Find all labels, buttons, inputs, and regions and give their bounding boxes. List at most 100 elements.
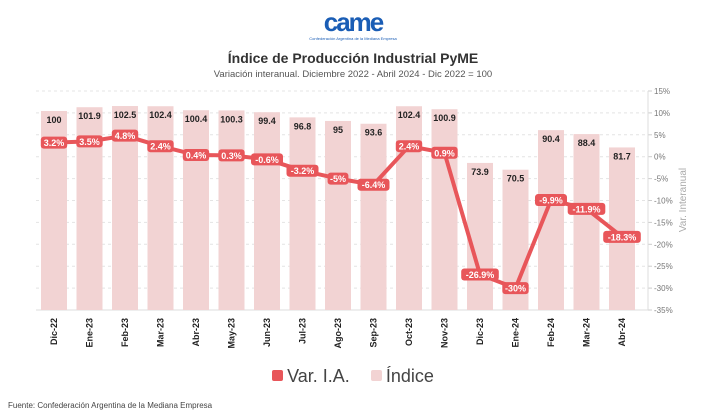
line-label-bg [111, 129, 139, 142]
x-tick-label: Sep-23 [369, 318, 379, 348]
legend-swatch-indice [370, 370, 382, 381]
x-tick-label: Abr-24 [617, 318, 627, 347]
came-logo: came Confederación Argentina de la Media… [300, 8, 406, 41]
x-tick-label: Ene-23 [85, 318, 95, 348]
y-tick-label: 5% [654, 131, 666, 140]
bar [360, 123, 387, 311]
y-tick-label: -20% [654, 240, 673, 249]
legend: Var. I.A. Índice [0, 366, 706, 387]
bar-value-label: 99.4 [258, 116, 276, 126]
bar-value-label: 73.9 [471, 167, 489, 177]
line-value-label: 0.3% [221, 151, 242, 161]
x-tick-label: Oct-23 [404, 318, 414, 346]
bar-value-label: 100.9 [433, 113, 456, 123]
legend-label-indice: Índice [385, 366, 434, 386]
y-tick-label: -25% [654, 262, 673, 271]
bar [218, 110, 245, 310]
y-tick-label: 15% [654, 87, 670, 96]
bar [325, 120, 351, 310]
line-value-label: 0.9% [434, 148, 455, 158]
bar-value-label: 102.5 [114, 110, 137, 120]
x-tick-label: Jul-23 [298, 318, 308, 344]
line-value-label: 0.4% [186, 150, 207, 160]
line-label-bg [251, 153, 283, 166]
bar-value-label: 96.8 [294, 121, 312, 131]
line-value-label: -11.9% [572, 204, 600, 214]
line-label-bg [327, 172, 349, 185]
line-label-bg [218, 149, 245, 162]
line-value-label: 2.4% [150, 142, 171, 152]
x-tick-label: Ago-23 [333, 318, 343, 349]
bar-value-label: 102.4 [149, 110, 172, 120]
x-tick-label: Abr-23 [191, 318, 201, 347]
line-value-label: 3.2% [44, 138, 65, 148]
y-tick-label: -35% [654, 306, 673, 315]
line-value-label: -5% [330, 174, 346, 184]
x-tick-label: Dic-22 [49, 318, 59, 345]
line-label-bg [431, 146, 458, 159]
bar [254, 112, 280, 310]
x-tick-label: Mar-23 [156, 318, 166, 347]
x-tick-label: Nov-23 [440, 318, 450, 348]
x-tick-label: Mar-24 [582, 318, 592, 347]
line-label-bg [182, 148, 210, 161]
bar-value-label: 100.4 [185, 114, 208, 124]
line-label-bg [147, 140, 174, 153]
bar-value-label: 101.9 [78, 111, 101, 121]
bar [183, 110, 209, 310]
y-tick-label: -5% [654, 175, 668, 184]
logo-mark: came [323, 7, 385, 37]
line-value-label: -3.2% [291, 166, 315, 176]
line-label-bg [357, 178, 390, 191]
line-value-label: -26.9% [466, 270, 495, 280]
bar [573, 134, 600, 310]
bar-value-label: 100.3 [220, 114, 243, 124]
bar-value-label: 100 [46, 115, 61, 125]
x-tick-label: Jun-23 [262, 318, 272, 347]
y-tick-label: 0% [654, 153, 666, 162]
line-label-bg [461, 268, 499, 281]
line-label-bg [286, 164, 319, 177]
y-tick-label: -10% [654, 197, 673, 206]
line-label-bg [502, 282, 529, 295]
x-tick-label: Dic-23 [475, 318, 485, 345]
line-value-label: -0.6% [255, 155, 279, 165]
bar [289, 117, 316, 310]
legend-item-indice[interactable]: Índice [370, 366, 434, 386]
y-tick-label: 10% [654, 109, 670, 118]
line-label-bg [76, 135, 103, 148]
bar-value-label: 70.5 [507, 174, 525, 184]
legend-item-var[interactable]: Var. I.A. [272, 366, 350, 386]
line-label-bg [535, 194, 567, 207]
x-tick-label: Ene-24 [511, 318, 521, 348]
line-label-bg [567, 202, 606, 215]
bar-value-label: 93.6 [365, 128, 383, 138]
x-tick-label: Feb-24 [546, 318, 556, 347]
line-value-label: -9.9% [539, 196, 563, 206]
line-label-bg [40, 136, 68, 149]
bar [467, 162, 493, 310]
line-label-bg [395, 140, 423, 153]
bar-value-label: 102.4 [398, 110, 421, 120]
bar-value-label: 95 [333, 125, 343, 135]
x-tick-label: Feb-23 [120, 318, 130, 347]
legend-swatch-var [272, 370, 284, 381]
bar [396, 106, 422, 310]
bar-value-label: 88.4 [578, 138, 596, 148]
bar-value-label: 90.4 [542, 134, 560, 144]
line-value-label: 4.8% [115, 131, 136, 141]
y-tick-label: -30% [654, 284, 673, 293]
line-value-label: 3.5% [79, 137, 100, 147]
logo-subtitle: Confederación Argentina de la Mediana Em… [309, 36, 397, 41]
bar [431, 109, 458, 310]
x-tick-label: May-23 [227, 318, 237, 349]
bar-value-label: 81.7 [613, 151, 631, 161]
source-footer: Fuente: Confederación Argentina de la Me… [8, 401, 213, 410]
line-value-label: 2.4% [399, 142, 420, 152]
line-value-label: -18.3% [608, 232, 637, 242]
line-value-label: -6.4% [362, 180, 386, 190]
chart-title: Índice de Producción Industrial PyME [227, 50, 479, 66]
bar [147, 106, 174, 310]
y-axis-title: Var. Interanual [678, 168, 689, 232]
